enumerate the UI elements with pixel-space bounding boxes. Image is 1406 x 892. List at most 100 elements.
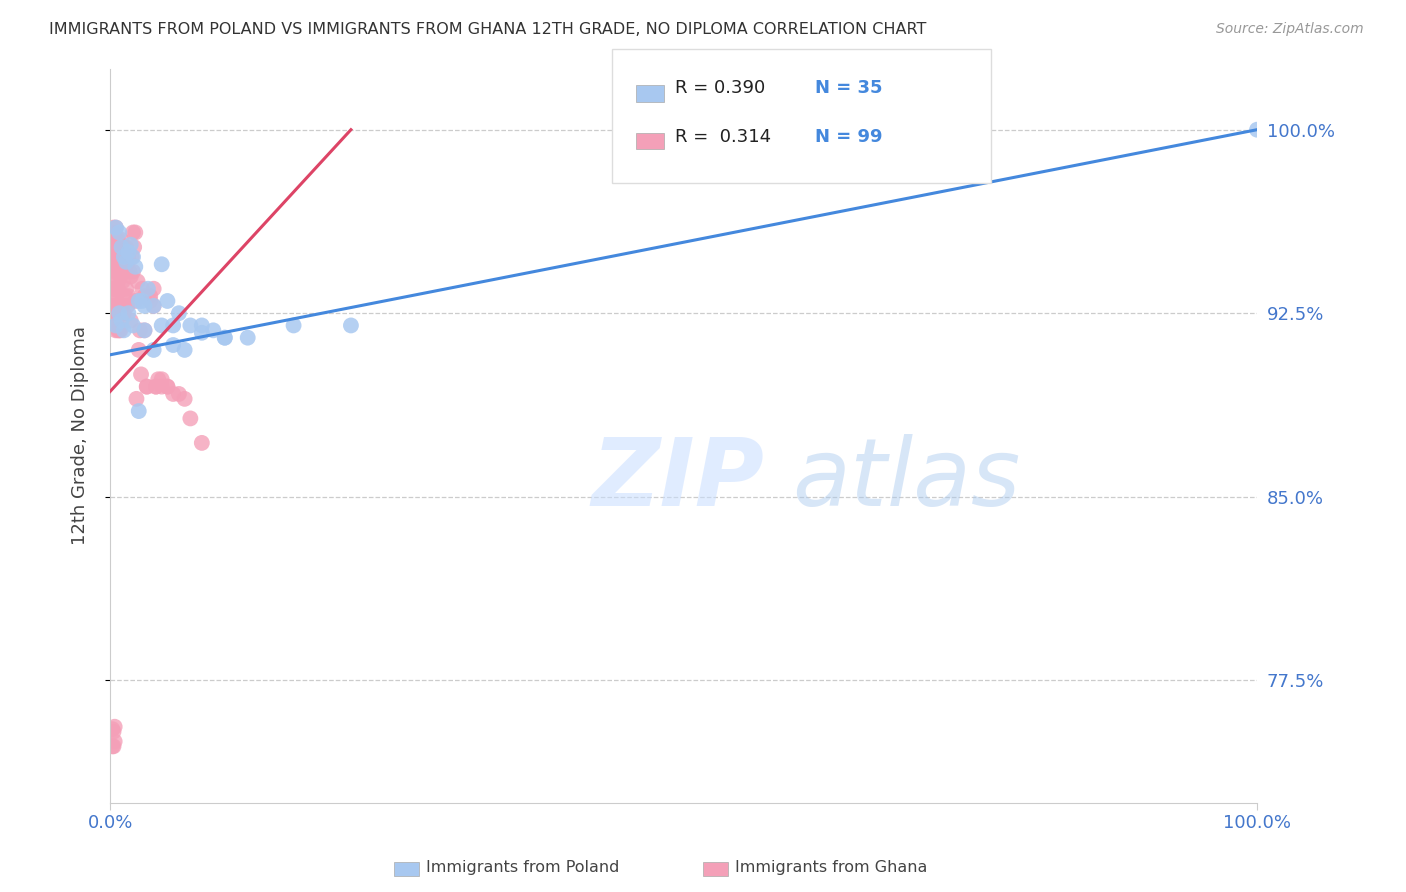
Point: [105, 318, 128, 333]
Point: [121, 250, 143, 264]
Point: [101, 257, 124, 271]
Point: [117, 257, 139, 271]
Point: [103, 289, 125, 303]
Point: [124, 260, 146, 274]
Point: [103, 282, 125, 296]
Point: [120, 313, 142, 327]
Point: [104, 299, 127, 313]
Point: [128, 293, 150, 308]
Point: [105, 282, 128, 296]
Point: [108, 306, 131, 320]
Point: [156, 379, 179, 393]
Point: [107, 299, 129, 313]
Point: [110, 264, 132, 278]
Point: [104, 323, 127, 337]
Point: [179, 411, 201, 425]
Point: [101, 299, 124, 313]
Y-axis label: 12th Grade, No Diploma: 12th Grade, No Diploma: [72, 326, 89, 545]
Point: [117, 289, 139, 303]
Point: [112, 323, 135, 337]
Point: [103, 255, 125, 269]
Point: [107, 323, 129, 337]
Text: ZIP: ZIP: [592, 434, 765, 525]
Point: [142, 282, 165, 296]
Point: [101, 313, 124, 327]
Point: [105, 293, 128, 308]
Point: [107, 274, 129, 288]
Point: [128, 323, 150, 337]
Point: [110, 233, 132, 247]
Point: [107, 233, 129, 247]
Point: [115, 240, 138, 254]
Point: [110, 240, 132, 254]
Point: [104, 734, 127, 748]
Text: R = 0.390: R = 0.390: [675, 79, 765, 97]
Point: [101, 226, 124, 240]
Text: N = 35: N = 35: [815, 79, 883, 97]
Point: [340, 318, 363, 333]
Point: [179, 318, 201, 333]
Point: [112, 306, 135, 320]
Point: [110, 299, 132, 313]
Point: [136, 282, 159, 296]
Point: [122, 250, 145, 264]
Point: [108, 226, 131, 240]
Text: Immigrants from Poland: Immigrants from Poland: [426, 861, 620, 875]
Point: [104, 264, 127, 278]
Point: [145, 379, 167, 393]
Point: [148, 372, 170, 386]
Point: [105, 233, 128, 247]
Point: [101, 722, 124, 736]
Point: [156, 293, 179, 308]
Point: [117, 250, 139, 264]
Point: [104, 318, 127, 333]
Text: R =  0.314: R = 0.314: [675, 128, 770, 146]
Point: [110, 323, 132, 337]
Point: [162, 318, 184, 333]
Point: [131, 282, 153, 296]
Point: [114, 289, 136, 303]
Point: [142, 299, 165, 313]
Point: [131, 293, 153, 308]
Point: [117, 299, 139, 313]
Point: [162, 387, 184, 401]
Point: [104, 264, 127, 278]
Point: [115, 282, 138, 296]
Point: [108, 245, 131, 260]
Text: Source: ZipAtlas.com: Source: ZipAtlas.com: [1216, 22, 1364, 37]
Point: [104, 226, 127, 240]
Text: atlas: atlas: [793, 434, 1021, 525]
Point: [111, 274, 134, 288]
Point: [191, 318, 214, 333]
Point: [122, 264, 145, 278]
Point: [104, 282, 127, 296]
Point: [124, 226, 146, 240]
Text: N = 99: N = 99: [815, 128, 883, 146]
Point: [122, 318, 145, 333]
Text: Immigrants from Ghana: Immigrants from Ghana: [735, 861, 928, 875]
Point: [104, 282, 127, 296]
Point: [173, 392, 195, 406]
Point: [104, 245, 127, 260]
Point: [134, 299, 156, 313]
Point: [134, 289, 156, 303]
Point: [110, 313, 132, 327]
Text: IMMIGRANTS FROM POLAND VS IMMIGRANTS FROM GHANA 12TH GRADE, NO DIPLOMA CORRELATI: IMMIGRANTS FROM POLAND VS IMMIGRANTS FRO…: [49, 22, 927, 37]
Point: [128, 404, 150, 418]
Point: [150, 379, 173, 393]
Point: [111, 240, 134, 254]
Point: [156, 379, 179, 393]
Point: [127, 274, 149, 288]
Point: [104, 220, 127, 235]
Point: [191, 326, 214, 340]
Point: [103, 240, 125, 254]
Point: [105, 257, 128, 271]
Point: [103, 739, 125, 754]
Point: [129, 368, 152, 382]
Point: [104, 245, 127, 260]
Point: [108, 284, 131, 298]
Point: [128, 343, 150, 357]
Point: [103, 724, 125, 739]
Point: [167, 387, 190, 401]
Point: [122, 240, 145, 254]
